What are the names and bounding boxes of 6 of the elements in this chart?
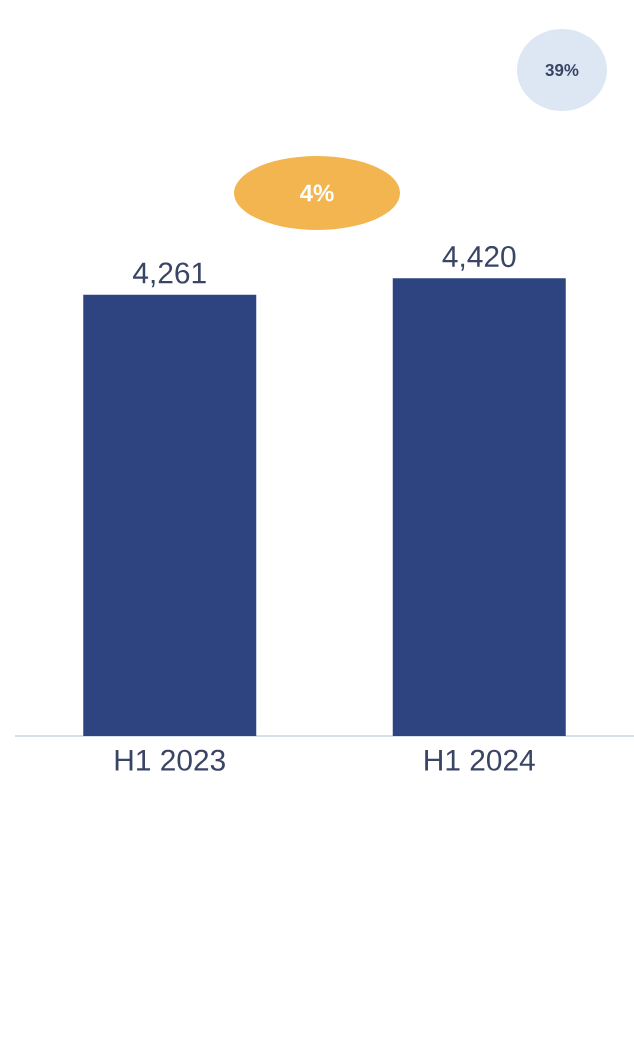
text: 4% [300, 184, 334, 202]
x-tick-label: H1 2023 [115, 749, 225, 771]
x-tick-label: H1 2024 [425, 749, 535, 771]
text: 39% [545, 63, 579, 76]
data-label: 4,420 [442, 245, 516, 271]
data-label: 4,261 [133, 262, 206, 288]
